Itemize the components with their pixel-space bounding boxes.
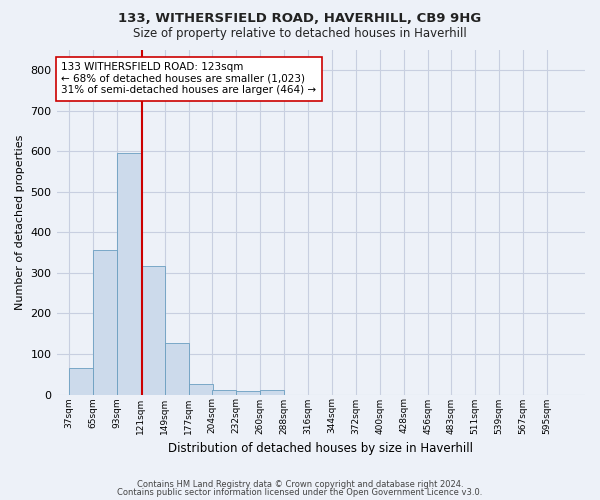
Text: Size of property relative to detached houses in Haverhill: Size of property relative to detached ho… — [133, 28, 467, 40]
Bar — [116, 153, 140, 394]
Bar — [140, 266, 164, 394]
Bar — [92, 250, 116, 394]
Bar — [188, 384, 212, 394]
Bar — [212, 390, 236, 394]
Bar — [260, 390, 284, 394]
Bar — [68, 368, 92, 394]
Text: Contains HM Land Registry data © Crown copyright and database right 2024.: Contains HM Land Registry data © Crown c… — [137, 480, 463, 489]
X-axis label: Distribution of detached houses by size in Haverhill: Distribution of detached houses by size … — [168, 442, 473, 455]
Text: Contains public sector information licensed under the Open Government Licence v3: Contains public sector information licen… — [118, 488, 482, 497]
Text: 133, WITHERSFIELD ROAD, HAVERHILL, CB9 9HG: 133, WITHERSFIELD ROAD, HAVERHILL, CB9 9… — [118, 12, 482, 26]
Bar — [236, 392, 260, 394]
Bar — [164, 342, 188, 394]
Y-axis label: Number of detached properties: Number of detached properties — [15, 134, 25, 310]
Text: 133 WITHERSFIELD ROAD: 123sqm
← 68% of detached houses are smaller (1,023)
31% o: 133 WITHERSFIELD ROAD: 123sqm ← 68% of d… — [61, 62, 316, 96]
